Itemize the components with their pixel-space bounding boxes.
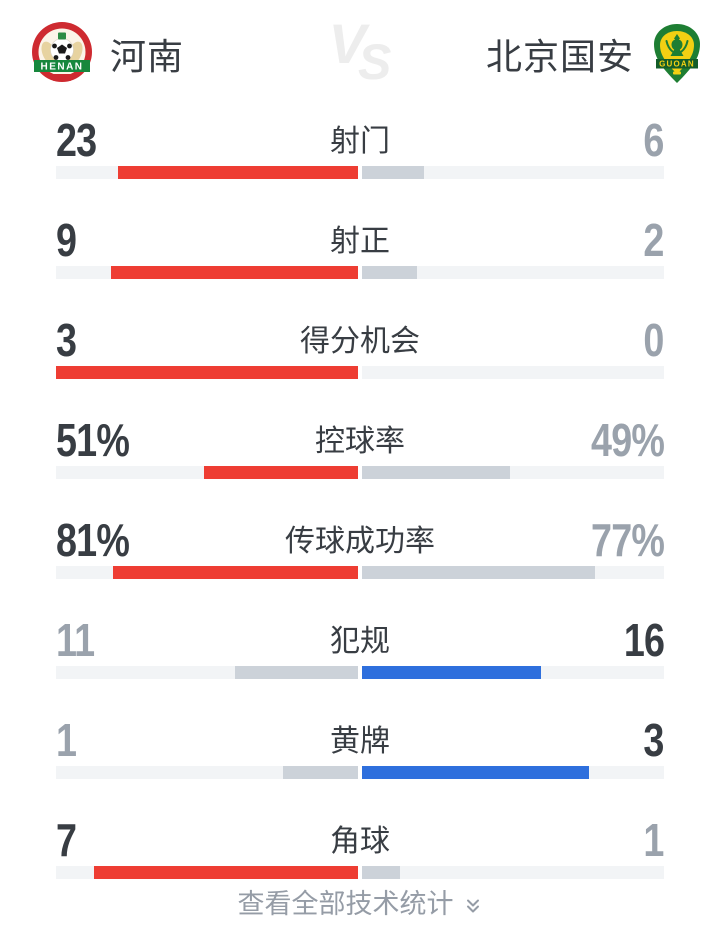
home-bar-fill <box>234 666 358 679</box>
stat-label: 角球 <box>330 825 390 858</box>
away-bar-track <box>362 166 664 179</box>
double-chevron-down-icon <box>466 899 479 913</box>
home-bar-fill <box>118 166 358 179</box>
away-value: 6 <box>643 114 665 166</box>
home-bar-fill <box>110 266 358 279</box>
away-value: 0 <box>643 314 665 366</box>
home-bar-fill <box>282 766 358 779</box>
stat-bar <box>56 866 664 879</box>
home-bar-fill <box>113 566 358 579</box>
vs-letter-s: S <box>358 34 392 90</box>
home-bar-track <box>56 866 358 879</box>
away-value: 2 <box>643 214 665 266</box>
away-bar-fill <box>362 666 541 679</box>
away-bar-track <box>362 466 664 479</box>
away-team-name: 北京国安 <box>485 36 634 77</box>
stat-bar <box>56 466 664 479</box>
home-bar-track <box>56 466 358 479</box>
home-bar-fill <box>56 366 358 379</box>
match-header: HENAN 河南 VS 北京国安 GUOAN <box>0 0 720 110</box>
home-value: 11 <box>56 614 95 666</box>
home-value: 51% <box>56 414 130 466</box>
footer: 查看全部技术统计 <box>0 884 720 924</box>
away-bar-track <box>362 366 664 379</box>
stat-label: 得分机会 <box>300 325 420 358</box>
away-bar-fill <box>362 566 595 579</box>
away-bar-track <box>362 766 664 779</box>
home-value: 7 <box>56 814 77 866</box>
away-team-crest-icon: GUOAN <box>654 24 700 83</box>
stat-bar <box>56 566 664 579</box>
home-value: 9 <box>56 214 77 266</box>
view-all-stats-button[interactable]: 查看全部技术统计 <box>238 884 483 924</box>
svg-text:GUOAN: GUOAN <box>659 60 695 69</box>
away-bar-fill <box>362 166 425 179</box>
stat-label: 射正 <box>330 225 390 258</box>
home-value: 81% <box>56 514 130 566</box>
away-bar-fill <box>362 766 589 779</box>
stat-label: 犯规 <box>330 625 390 658</box>
stat-row: 3 得分机会 0 <box>0 310 720 410</box>
stat-row: 81% 传球成功率 77% <box>0 510 720 610</box>
stat-row: 1 黄牌 3 <box>0 710 720 810</box>
away-value: 1 <box>643 814 665 866</box>
away-bar-fill <box>362 866 400 879</box>
stat-bar <box>56 766 664 779</box>
away-bar-track <box>362 866 664 879</box>
away-team[interactable]: 北京国安 GUOAN <box>486 24 704 84</box>
away-value: 49% <box>590 414 665 466</box>
stat-label: 传球成功率 <box>285 525 435 558</box>
stat-row: 51% 控球率 49% <box>0 410 720 510</box>
away-bar-fill <box>362 266 417 279</box>
stat-row: 11 犯规 16 <box>0 610 720 710</box>
home-value: 23 <box>56 114 97 166</box>
stat-label: 射门 <box>330 125 390 158</box>
away-value: 3 <box>643 714 665 766</box>
view-all-stats-label: 查看全部技术统计 <box>237 889 454 919</box>
away-bar-track <box>362 266 664 279</box>
stat-row: 7 角球 1 <box>0 810 720 910</box>
home-bar-fill <box>93 866 358 879</box>
stat-label: 控球率 <box>315 425 405 458</box>
home-value: 1 <box>56 714 77 766</box>
vs-letter-v: V <box>328 12 366 75</box>
home-bar-track <box>56 666 358 679</box>
home-team-crest-icon: HENAN <box>32 22 92 82</box>
svg-text:HENAN: HENAN <box>40 62 83 73</box>
stats-list: 23 射门 6 9 射正 2 <box>0 110 720 910</box>
home-bar-track <box>56 566 358 579</box>
away-bar-track <box>362 566 664 579</box>
home-team[interactable]: HENAN 河南 <box>28 20 184 88</box>
home-bar-track <box>56 766 358 779</box>
away-value: 16 <box>623 614 665 666</box>
stat-bar <box>56 666 664 679</box>
away-bar-fill <box>362 466 510 479</box>
stat-row: 23 射门 6 <box>0 110 720 210</box>
stat-bar <box>56 366 664 379</box>
stat-bar <box>56 166 664 179</box>
away-bar-track <box>362 666 664 679</box>
stat-label: 黄牌 <box>330 725 390 758</box>
stat-bar <box>56 266 664 279</box>
stat-row: 9 射正 2 <box>0 210 720 310</box>
home-bar-track <box>56 166 358 179</box>
home-bar-track <box>56 366 358 379</box>
vs-label: VS <box>0 16 720 88</box>
home-bar-track <box>56 266 358 279</box>
home-bar-fill <box>203 466 358 479</box>
home-value: 3 <box>56 314 77 366</box>
away-value: 77% <box>590 514 665 566</box>
home-team-name: 河南 <box>110 36 185 77</box>
